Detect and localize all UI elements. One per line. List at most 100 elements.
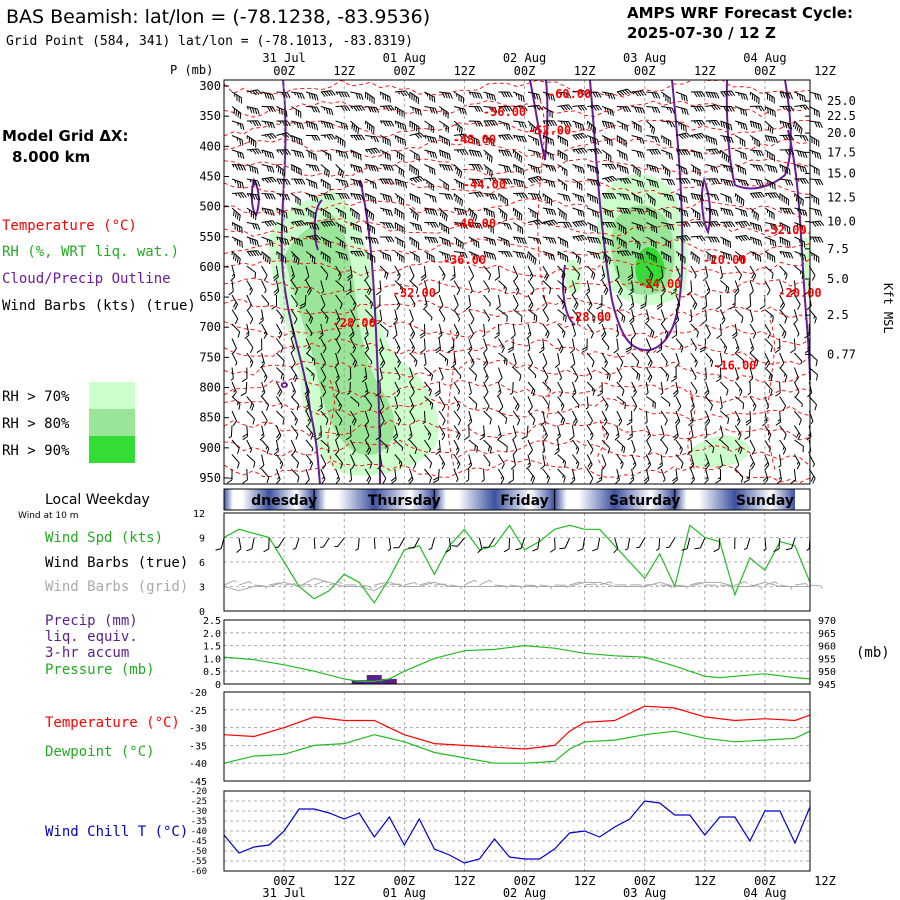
wind-barb bbox=[231, 91, 242, 104]
wind-barb bbox=[616, 178, 632, 184]
wind-barb bbox=[601, 175, 618, 183]
wind-barb bbox=[261, 91, 275, 101]
wind-barb bbox=[498, 120, 511, 131]
wind-barb bbox=[690, 105, 706, 112]
wind-barb bbox=[305, 149, 317, 161]
wind-barb bbox=[627, 265, 634, 281]
wind-barb bbox=[690, 149, 704, 160]
wind-barb bbox=[794, 193, 804, 206]
wind-barb bbox=[527, 207, 538, 220]
wind-barb bbox=[808, 164, 820, 176]
wind-chill-tick-label: -20 bbox=[191, 787, 207, 797]
wind-chill-legend: Wind Chill T (°C) bbox=[45, 824, 188, 840]
wind-barb bbox=[394, 207, 405, 220]
wind-barb bbox=[246, 148, 262, 155]
wind-barb bbox=[809, 220, 825, 227]
wind-barb bbox=[601, 163, 617, 170]
wind-barb bbox=[764, 164, 778, 174]
pressure-tick-label: 960 bbox=[818, 642, 836, 653]
wind-barb bbox=[494, 265, 501, 281]
wind-barb bbox=[779, 149, 795, 155]
temperature-contour bbox=[223, 100, 811, 118]
temperature-tick-label: -25 bbox=[189, 706, 207, 717]
wind-barb bbox=[749, 207, 760, 221]
wind-barb bbox=[542, 106, 553, 118]
kft-axis-label: Kft MSL bbox=[881, 283, 895, 334]
wind-barb bbox=[749, 120, 763, 131]
bottom-date-label: 02 Aug bbox=[503, 886, 546, 900]
wind-barb bbox=[794, 207, 808, 217]
wind-barb bbox=[230, 265, 236, 282]
wind-barb bbox=[483, 207, 496, 219]
wind-barb bbox=[572, 164, 585, 174]
wind-barb bbox=[320, 236, 332, 249]
wind-barb bbox=[483, 135, 495, 147]
wind-barb bbox=[439, 251, 452, 261]
wind-barb bbox=[261, 280, 267, 294]
temperature-contour bbox=[597, 419, 606, 471]
wind-barb bbox=[794, 265, 804, 279]
pressure-tick-label: 300 bbox=[199, 79, 221, 93]
wind-barb bbox=[675, 149, 691, 156]
wind-barb bbox=[764, 207, 775, 220]
wind-barb bbox=[498, 193, 509, 206]
wind-barb bbox=[557, 91, 572, 99]
dewpoint-panel-legend: Dewpoint (°C) bbox=[45, 744, 155, 760]
wind-barb bbox=[246, 178, 261, 187]
wind-barb bbox=[808, 251, 820, 263]
wind-barb bbox=[512, 222, 524, 235]
wind-barb bbox=[809, 149, 822, 160]
wind-barb bbox=[705, 119, 721, 126]
temperature-contour-label: -56.00 bbox=[483, 105, 526, 119]
wind-barb bbox=[379, 222, 395, 229]
wind-barb bbox=[346, 265, 353, 281]
wind-barb bbox=[424, 178, 435, 192]
wind-barb bbox=[320, 90, 336, 97]
wind-barb bbox=[542, 207, 557, 216]
wind-barb bbox=[438, 120, 449, 133]
wind-barb bbox=[409, 265, 415, 282]
wind-chill-tick-label: -30 bbox=[191, 807, 207, 817]
wind-barb bbox=[586, 265, 596, 280]
wind-barb bbox=[675, 91, 688, 102]
wind-barb bbox=[276, 106, 288, 118]
wind-barb bbox=[305, 251, 316, 264]
wind-barb bbox=[794, 222, 807, 233]
wind-barb bbox=[453, 91, 464, 104]
wind-barb bbox=[809, 178, 824, 186]
wind-barb bbox=[290, 265, 295, 282]
wind-barb bbox=[468, 222, 483, 229]
wind-barb bbox=[587, 148, 603, 155]
wind-barb bbox=[661, 120, 676, 128]
wind-barb bbox=[601, 135, 613, 147]
wind-barb bbox=[660, 236, 672, 249]
wind-barb bbox=[453, 193, 464, 207]
wind-barb bbox=[720, 251, 733, 261]
temperature-contour-label: -48.00 bbox=[453, 132, 496, 146]
rh80-swatch bbox=[89, 409, 135, 436]
rh70-swatch bbox=[89, 382, 135, 409]
wind-barb bbox=[646, 251, 657, 263]
wind-barb bbox=[646, 265, 654, 281]
wind-barb bbox=[794, 104, 810, 111]
wind-barb bbox=[646, 164, 660, 174]
pressure-axis-label: P (mb) bbox=[170, 63, 213, 77]
wind-barb bbox=[335, 178, 349, 187]
wind-barb bbox=[720, 236, 732, 248]
wind-barb bbox=[646, 193, 656, 206]
wind-barb bbox=[424, 106, 438, 115]
wind-barb bbox=[364, 280, 372, 296]
wind-barb bbox=[424, 251, 435, 263]
wind-barb bbox=[290, 164, 302, 176]
wind-barb bbox=[809, 91, 822, 101]
wind-barb bbox=[498, 236, 511, 247]
wind-barb bbox=[394, 178, 408, 189]
wind-barb bbox=[527, 135, 540, 146]
wind-barb bbox=[661, 193, 675, 202]
rh70-legend: RH > 70% bbox=[2, 389, 70, 405]
temperature-tick-label: -35 bbox=[189, 741, 207, 752]
temperature-contour-label: -40.00 bbox=[453, 217, 496, 231]
wind-barb bbox=[792, 120, 803, 135]
wind-barb bbox=[350, 120, 360, 135]
wind-barb bbox=[719, 149, 730, 163]
